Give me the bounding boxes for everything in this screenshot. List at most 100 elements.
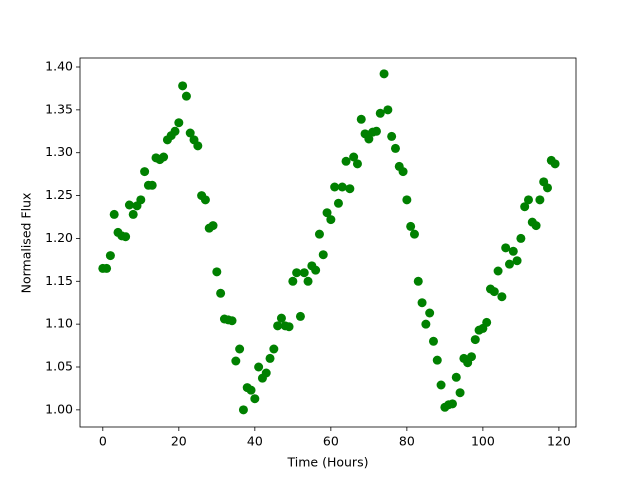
data-point: [147, 180, 157, 190]
data-point: [128, 209, 138, 219]
data-point: [455, 388, 465, 398]
data-point: [489, 287, 499, 297]
data-point: [402, 195, 412, 205]
data-point: [523, 195, 533, 205]
data-point: [269, 344, 279, 354]
data-point: [428, 336, 438, 346]
data-point: [436, 380, 446, 390]
y-tick-label: 1.05: [45, 359, 73, 374]
data-point: [421, 319, 431, 329]
data-point: [295, 311, 305, 321]
data-point: [326, 215, 336, 225]
data-point: [303, 276, 313, 286]
data-point: [265, 353, 275, 363]
data-point: [333, 198, 343, 208]
data-point: [550, 159, 560, 169]
data-point: [105, 251, 115, 261]
data-point: [254, 362, 264, 372]
x-tick-label: 40: [247, 434, 263, 449]
data-point: [432, 355, 442, 365]
data-point: [318, 250, 328, 260]
x-tick-label: 100: [471, 434, 495, 449]
data-point: [535, 195, 545, 205]
data-point: [466, 352, 476, 362]
data-point: [349, 152, 359, 162]
data-point: [417, 298, 427, 308]
data-point: [227, 316, 237, 326]
data-point: [379, 69, 389, 79]
data-point: [398, 167, 408, 177]
y-tick-label: 1.40: [45, 59, 73, 74]
data-point: [231, 356, 241, 366]
y-axis-label: Normalised Flux: [19, 193, 34, 294]
data-point: [109, 209, 119, 219]
data-point: [337, 182, 347, 192]
data-point: [447, 399, 457, 409]
data-point: [322, 208, 332, 218]
data-point: [482, 317, 492, 327]
data-point: [352, 159, 362, 169]
data-point: [311, 265, 321, 275]
data-point: [531, 221, 541, 231]
x-tick-label: 20: [171, 434, 187, 449]
data-point: [451, 372, 461, 382]
y-tick-label: 1.30: [45, 144, 73, 159]
data-point: [276, 313, 286, 323]
data-point: [238, 405, 248, 415]
data-point: [246, 385, 256, 395]
data-point: [208, 221, 218, 231]
data-point: [181, 91, 191, 101]
data-point: [140, 167, 150, 177]
data-point: [102, 263, 112, 273]
data-point: [345, 184, 355, 194]
data-point: [250, 394, 260, 404]
data-point: [409, 229, 419, 239]
data-point: [501, 243, 511, 253]
data-point: [159, 152, 169, 162]
data-point: [292, 268, 302, 278]
x-tick-label: 60: [323, 434, 339, 449]
data-point: [371, 126, 381, 136]
plot-frame: [79, 57, 577, 428]
data-point: [284, 322, 294, 332]
x-tick-label: 0: [99, 434, 107, 449]
data-point: [261, 368, 271, 378]
data-point: [299, 268, 309, 278]
data-point: [356, 114, 366, 124]
data-point: [288, 276, 298, 286]
data-point: [273, 321, 283, 331]
data-point: [516, 233, 526, 243]
data-point: [375, 108, 385, 118]
data-point: [212, 267, 222, 277]
data-point: [193, 141, 203, 151]
x-axis-label: Time (Hours): [287, 455, 369, 470]
data-point: [504, 259, 514, 269]
y-tick-label: 1.00: [45, 401, 73, 416]
data-point: [542, 183, 552, 193]
y-tick-label: 1.35: [45, 101, 73, 116]
data-point: [413, 276, 423, 286]
x-tick-label: 120: [547, 434, 571, 449]
data-point: [200, 195, 210, 205]
data-point: [493, 266, 503, 276]
data-point: [136, 195, 146, 205]
data-point: [178, 81, 188, 91]
y-tick-label: 1.15: [45, 273, 73, 288]
data-point: [330, 182, 340, 192]
data-point: [314, 229, 324, 239]
data-point: [387, 131, 397, 141]
x-tick-label: 80: [399, 434, 415, 449]
data-point: [174, 118, 184, 128]
data-point: [216, 288, 226, 298]
data-point: [121, 232, 131, 242]
data-point: [512, 256, 522, 266]
data-point: [508, 246, 518, 256]
y-tick-label: 1.10: [45, 316, 73, 331]
data-point: [497, 292, 507, 302]
data-point: [425, 308, 435, 318]
data-point: [235, 344, 245, 354]
data-point: [364, 134, 374, 144]
